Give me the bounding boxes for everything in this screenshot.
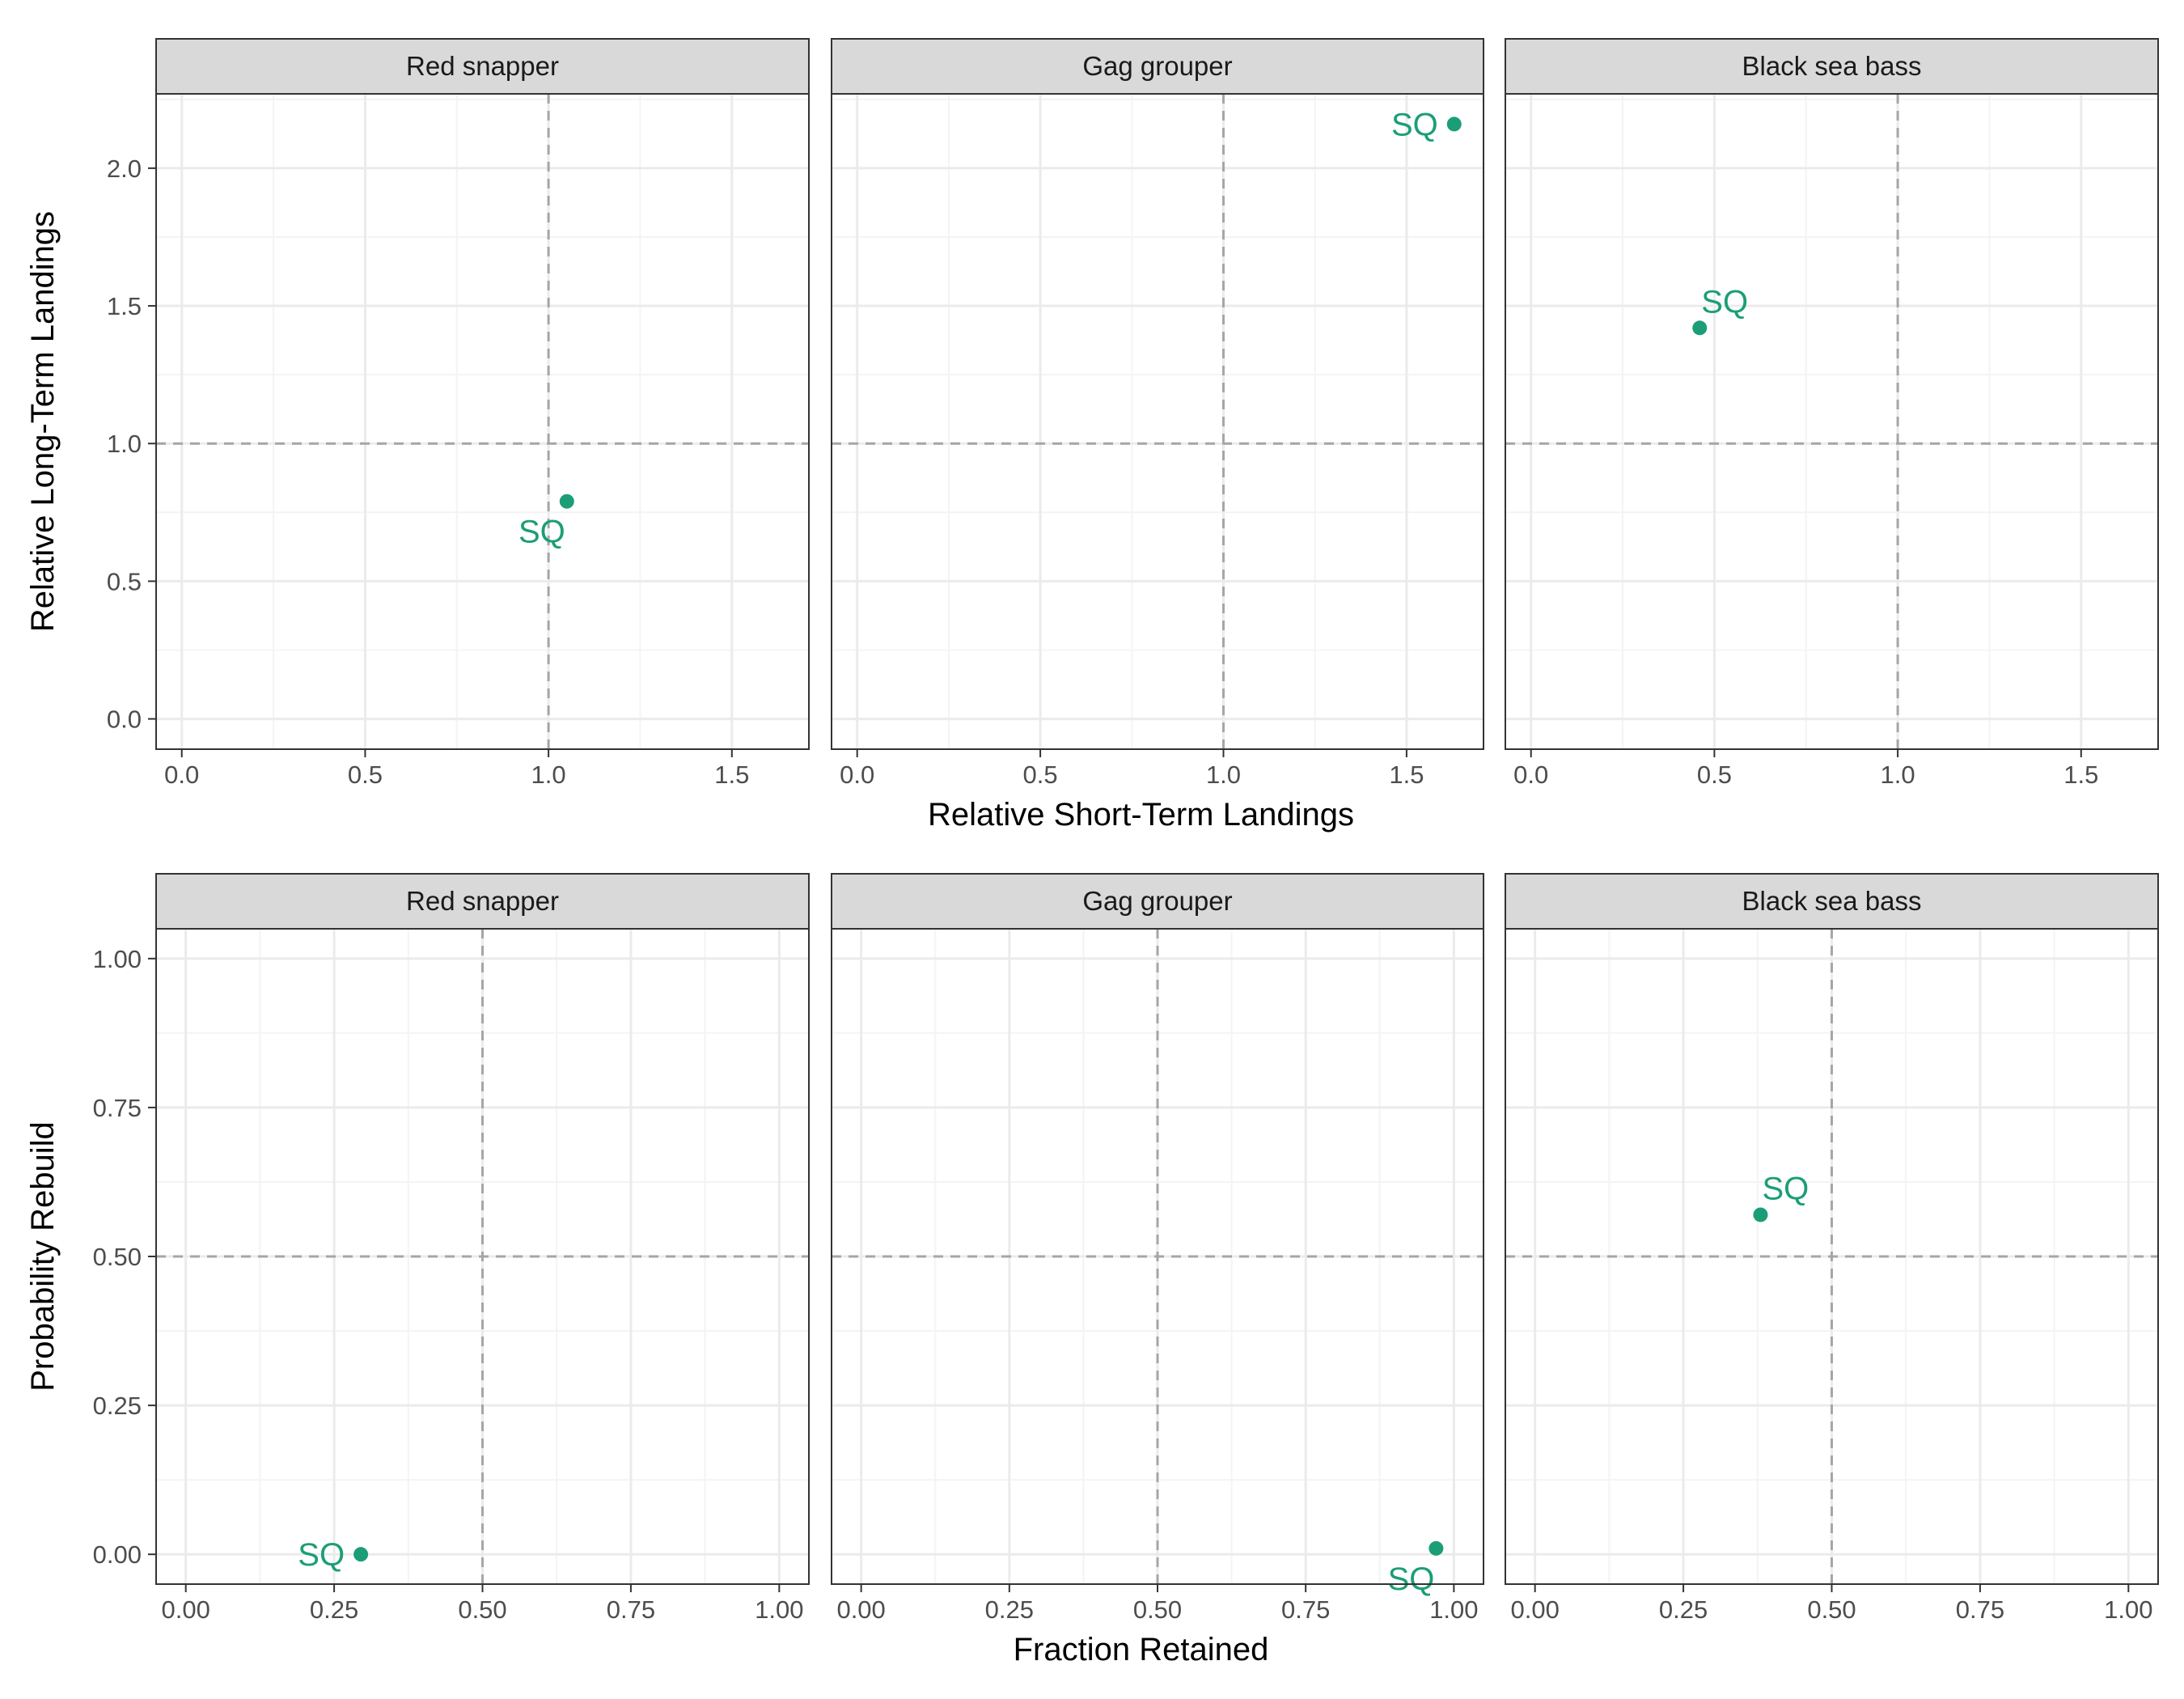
facet-title: Gag grouper: [1082, 51, 1232, 81]
facet-strip: [155, 873, 810, 930]
point-label: SQ: [298, 1537, 345, 1573]
x-axis-title: Fraction Retained: [1014, 1632, 1269, 1667]
y-tick-label: 0.25: [93, 1392, 142, 1420]
data-point: [1446, 117, 1462, 132]
y-tick-label: 0.00: [93, 1540, 142, 1569]
x-tick-label: 0.5: [348, 761, 383, 789]
chart-row-2: Red snapper SQ 0.00 0.25 0.50 0.75 1.00 0.00 0.2…: [25, 873, 2159, 1667]
x-axis-title: Relative Short-Term Landings: [928, 797, 1354, 833]
data-point: [1692, 320, 1708, 336]
data-point: [559, 494, 574, 509]
x-tick-label: 0.25: [310, 1595, 358, 1624]
facet-panel: Red snapper SQ 0.00 0.25 0.50 0.75 1.00 0.00 0.2…: [93, 873, 810, 1624]
x-tick-label: 1.5: [2063, 761, 2098, 789]
x-tick-label: 0.5: [1697, 761, 1732, 789]
x-tick-label: 1.0: [1881, 761, 1915, 789]
x-tick-label: 1.00: [1429, 1595, 1478, 1624]
y-tick-label: 0.75: [93, 1094, 142, 1122]
y-tick-label: 0.50: [93, 1243, 142, 1271]
chart-row-1: Red snapper SQ 0.0 0.5 1.0 1.5 0.0 0.5 1.0 1.5 2.0…: [25, 38, 2159, 833]
y-axis-title: Probability Rebuild: [25, 1121, 61, 1392]
facet-strip: [1505, 38, 2159, 95]
facet-strip: [1505, 873, 2159, 930]
x-tick-label: 0.25: [1659, 1595, 1708, 1624]
facet-panel: Gag grouper SQ 0.00 0.25 0.50 0.75 1.00: [831, 873, 1484, 1624]
x-tick-label: 0.0: [164, 761, 199, 789]
facet-panel: Black sea bass SQ 0.00 0.25 0.50 0.75 1.00: [1505, 873, 2159, 1624]
point-label: SQ: [1388, 1561, 1435, 1597]
y-axis-title: Relative Long-Term Landings: [25, 211, 61, 632]
x-tick-label: 0.00: [162, 1595, 210, 1624]
facet-strip: [831, 873, 1484, 930]
x-tick-label: 0.75: [1281, 1595, 1330, 1624]
x-tick-label: 1.5: [1389, 761, 1424, 789]
x-tick-label: 1.0: [531, 761, 566, 789]
facet-title: Gag grouper: [1082, 886, 1232, 916]
y-tick-label: 0.5: [107, 567, 142, 595]
x-tick-label: 1.0: [1206, 761, 1241, 789]
data-point: [1428, 1540, 1444, 1556]
point-label: SQ: [1762, 1171, 1809, 1206]
x-tick-label: 0.0: [1513, 761, 1548, 789]
facet-title: Red snapper: [406, 51, 559, 81]
x-tick-label: 0.5: [1023, 761, 1058, 789]
x-tick-label: 0.0: [840, 761, 874, 789]
panel-border: [1505, 93, 2159, 750]
point-label: SQ: [518, 515, 565, 550]
y-tick-label: 1.00: [93, 945, 142, 973]
y-tick-label: 1.0: [107, 430, 142, 458]
facet-panel: Black sea bass SQ 0.0 0.5 1.0 1.5: [1505, 38, 2159, 789]
y-tick-label: 2.0: [107, 155, 142, 183]
x-tick-label: 0.00: [1511, 1595, 1560, 1624]
data-point: [1753, 1207, 1768, 1222]
facet-panel: Red snapper SQ 0.0 0.5 1.0 1.5 0.0 0.5 1.0 1.5 2.0: [107, 38, 810, 789]
x-tick-label: 0.75: [1956, 1595, 2004, 1624]
x-tick-label: 1.5: [714, 761, 749, 789]
panel-border: [155, 93, 810, 750]
point-label: SQ: [1391, 107, 1438, 142]
facet-title: Red snapper: [406, 886, 559, 916]
x-tick-label: 0.25: [985, 1595, 1034, 1624]
x-tick-label: 1.00: [2104, 1595, 2152, 1624]
facet-strip: [155, 38, 810, 95]
x-tick-label: 0.50: [1133, 1595, 1182, 1624]
data-point: [353, 1547, 369, 1562]
x-tick-label: 0.75: [607, 1595, 655, 1624]
x-tick-label: 0.50: [1807, 1595, 1856, 1624]
x-tick-label: 1.00: [755, 1595, 803, 1624]
facet-panel: Gag grouper SQ 0.0 0.5 1.0 1.5: [831, 38, 1484, 789]
y-tick-label: 1.5: [107, 292, 142, 320]
facet-title: Black sea bass: [1742, 886, 1922, 916]
x-tick-label: 0.50: [458, 1595, 506, 1624]
point-label: SQ: [1701, 284, 1748, 320]
panel-border: [831, 93, 1484, 750]
facet-title: Black sea bass: [1742, 51, 1922, 81]
y-tick-label: 0.0: [107, 705, 142, 734]
x-tick-label: 0.00: [836, 1595, 885, 1624]
